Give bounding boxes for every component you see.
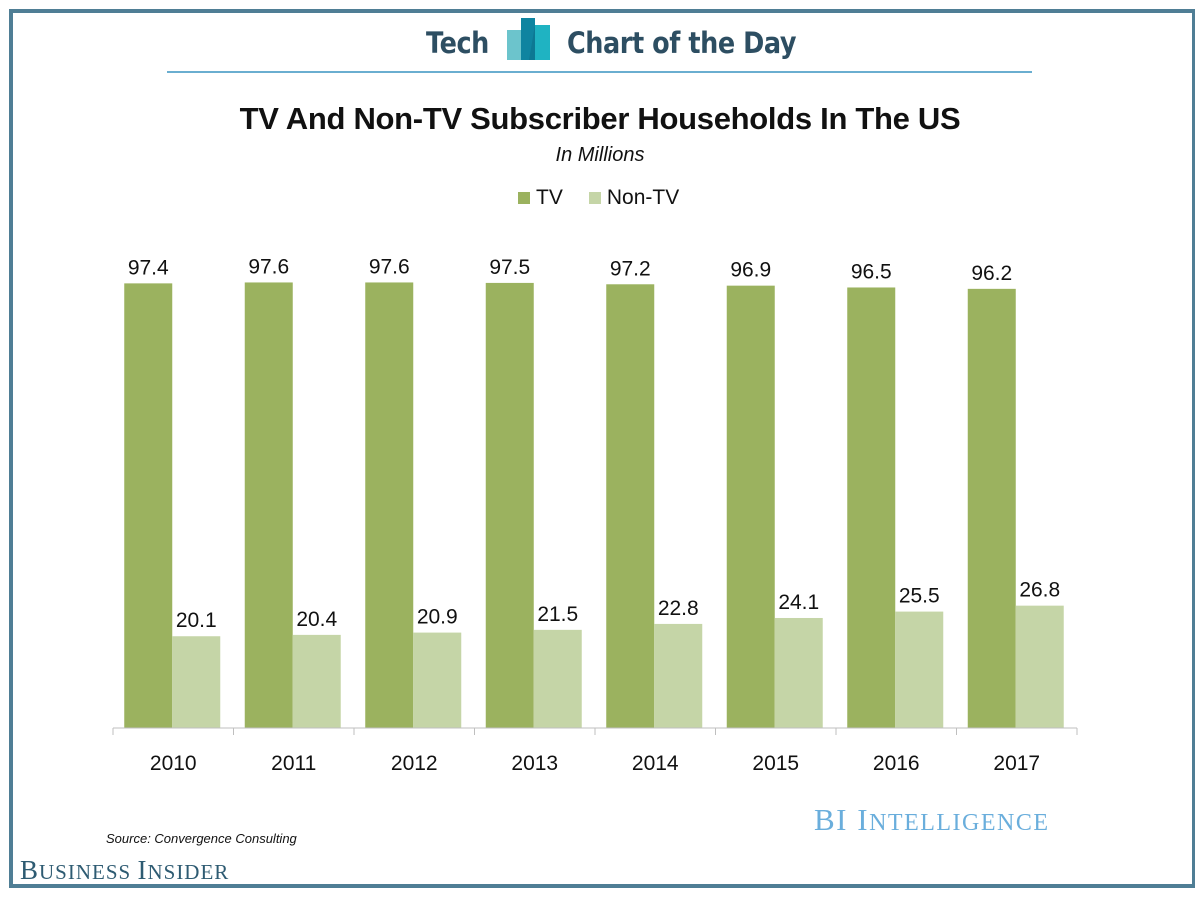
bi-intelligence-rest: NTELLIGENCE: [869, 810, 1050, 836]
source-note: Source: Convergence Consulting: [106, 831, 297, 846]
logo-letter-b: B: [20, 855, 40, 885]
logo-text-usiness: USINESS: [39, 860, 138, 884]
x-tick-label-2012: 2012: [391, 752, 438, 775]
bar-chart-icon: [507, 18, 550, 60]
data-label-non-tv-2016: 25.5: [899, 585, 940, 608]
bar-tv-2011: [244, 282, 293, 728]
data-label-tv-2016: 96.5: [851, 260, 892, 283]
bar-tv-2012: [365, 282, 414, 728]
legend-label-tv: TV: [536, 186, 563, 209]
bar-tv-2010: [124, 283, 173, 728]
data-label-tv-2017: 96.2: [971, 262, 1012, 285]
data-label-tv-2015: 96.9: [730, 259, 771, 282]
data-label-non-tv-2015: 24.1: [778, 591, 819, 614]
x-tick-label-2013: 2013: [511, 752, 558, 775]
header-feature-label: Chart of the Day: [567, 26, 797, 60]
legend-swatch-non-tv: [588, 192, 601, 204]
x-tick-label-2015: 2015: [752, 752, 799, 775]
data-label-non-tv-2017: 26.8: [1019, 579, 1060, 602]
x-tick-label-2011: 2011: [271, 752, 316, 775]
x-tick-label-2016: 2016: [873, 752, 920, 775]
data-label-tv-2012: 97.6: [369, 255, 410, 278]
data-label-non-tv-2012: 20.9: [417, 606, 458, 629]
chart-title: TV And Non-TV Subscriber Households In T…: [239, 101, 961, 136]
bar-tv-2014: [606, 284, 655, 728]
data-label-tv-2010: 97.4: [128, 256, 169, 279]
bar-non-tv-2013: [533, 629, 582, 728]
data-label-non-tv-2014: 22.8: [658, 597, 699, 620]
bar-non-tv-2010: [172, 636, 221, 728]
bar-non-tv-2017: [1015, 605, 1064, 728]
bar-non-tv-2014: [654, 623, 703, 728]
header-section-label: Tech: [426, 26, 489, 60]
legend-item-non-tv: Non-TV: [588, 186, 680, 210]
logo-letter-i: I: [137, 855, 148, 885]
bar-tv-2013: [485, 282, 534, 728]
bar-non-tv-2016: [895, 611, 944, 728]
data-label-non-tv-2010: 20.1: [176, 609, 217, 632]
legend: TV Non-TV: [518, 186, 705, 210]
bar-non-tv-2015: [774, 617, 823, 728]
legend-item-tv: TV: [518, 186, 563, 210]
x-tick-label-2017: 2017: [993, 752, 1040, 775]
bi-intelligence-logo: BI INTELLIGENCE: [814, 802, 1050, 838]
data-label-non-tv-2013: 21.5: [537, 603, 578, 626]
bar-tv-2017: [967, 288, 1016, 728]
logo-text-nsider: NSIDER: [147, 860, 230, 884]
data-label-tv-2014: 97.2: [610, 257, 651, 280]
data-label-tv-2011: 97.6: [248, 255, 289, 278]
chart-subtitle: In Millions: [555, 144, 645, 166]
bar-non-tv-2011: [292, 634, 341, 728]
x-tick-label-2010: 2010: [150, 752, 197, 775]
data-label-tv-2013: 97.5: [489, 256, 530, 279]
data-label-non-tv-2011: 20.4: [296, 608, 337, 631]
header: Tech Chart of the Day: [0, 18, 1200, 68]
business-insider-logo: BUSINESS INSIDER: [20, 855, 229, 886]
bi-intelligence-prefix: BI I: [814, 802, 870, 837]
bar-non-tv-2012: [413, 632, 462, 728]
bar-tv-2015: [726, 285, 775, 728]
header-divider: [167, 71, 1032, 73]
legend-label-non-tv: Non-TV: [606, 186, 680, 209]
legend-swatch-tv: [518, 192, 530, 204]
x-tick-label-2014: 2014: [632, 752, 679, 775]
bar-tv-2016: [847, 287, 896, 728]
chart-frame: [9, 9, 1195, 888]
